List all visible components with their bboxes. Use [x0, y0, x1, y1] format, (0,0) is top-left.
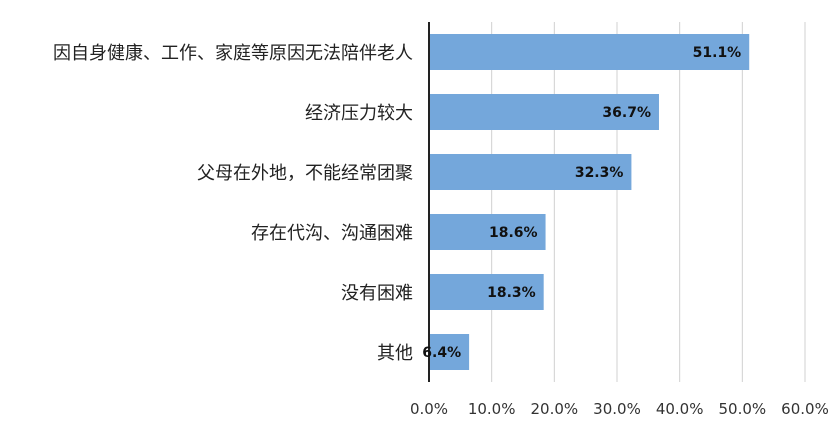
category-label: 因自身健康、工作、家庭等原因无法陪伴老人 — [53, 43, 413, 64]
bar — [429, 214, 546, 250]
data-label: 32.3% — [575, 165, 624, 181]
category-label: 没有困难 — [341, 283, 413, 304]
data-label: 6.4% — [422, 345, 461, 361]
category-label: 存在代沟、沟通困难 — [251, 223, 413, 244]
data-label: 18.6% — [489, 225, 538, 241]
x-tick-label: 40.0% — [656, 400, 704, 418]
data-label: 51.1% — [693, 45, 742, 61]
bar — [429, 274, 544, 310]
labels: 0.0% 10.0% 20.0% 30.0% 40.0% 50.0% 60.0% 因自身健康、… — [53, 43, 829, 418]
x-tick-label: 0.0% — [410, 400, 448, 418]
bars — [429, 34, 750, 370]
x-tick-label: 10.0% — [468, 400, 516, 418]
bar — [429, 34, 750, 70]
x-tick-label: 20.0% — [531, 400, 579, 418]
gridlines — [491, 22, 806, 382]
category-label: 父母在外地，不能经常团聚 — [197, 163, 413, 184]
data-label: 36.7% — [602, 105, 651, 121]
x-tick-label: 50.0% — [719, 400, 767, 418]
x-tick-label: 30.0% — [593, 400, 641, 418]
category-label: 其他 — [377, 343, 413, 364]
bar — [429, 154, 632, 190]
category-label: 经济压力较大 — [305, 103, 413, 124]
x-tick-label: 60.0% — [781, 400, 829, 418]
bar — [429, 334, 470, 370]
bar — [429, 94, 659, 130]
data-label: 18.3% — [487, 285, 536, 301]
